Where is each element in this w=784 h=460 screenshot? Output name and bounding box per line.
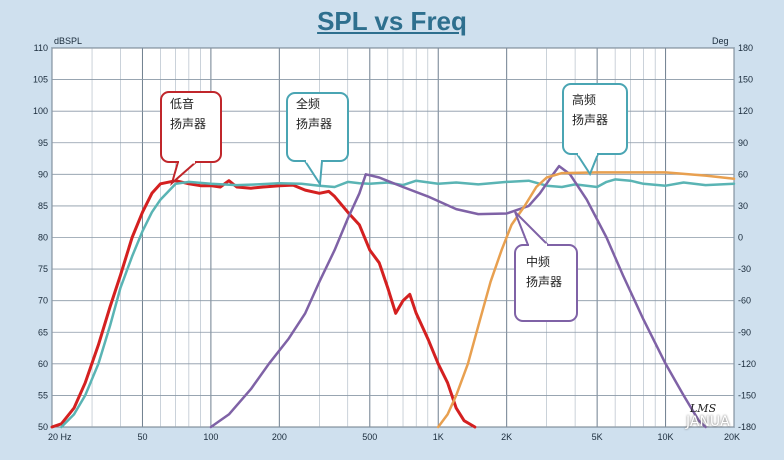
x-tick-label: 10K bbox=[658, 432, 674, 442]
y2-tick-label: 30 bbox=[738, 201, 748, 211]
y-tick-label: 75 bbox=[38, 264, 48, 274]
y-axis-ticks: 50 55 60 65 70 75 80 85 90 95 100 105 110 bbox=[33, 43, 48, 432]
callout-label: 低音 bbox=[170, 96, 194, 111]
x-tick-label: 2K bbox=[501, 432, 512, 442]
y2-tick-label: -180 bbox=[738, 422, 756, 432]
y2-tick-label: 90 bbox=[738, 138, 748, 148]
midrange-curve bbox=[209, 164, 707, 429]
x-tick-label: 100 bbox=[203, 432, 218, 442]
y2-tick-label: 0 bbox=[738, 233, 743, 243]
y-tick-label: 85 bbox=[38, 201, 48, 211]
y-tick-label: 80 bbox=[38, 233, 48, 243]
watermark-text: JANUA bbox=[686, 414, 730, 430]
callout-label: 全频 bbox=[296, 96, 320, 111]
y2-tick-label: -30 bbox=[738, 264, 751, 274]
y-axis-label: dBSPL bbox=[54, 36, 82, 46]
x-tick-label: 20 Hz bbox=[48, 432, 72, 442]
callout-label: 中频 bbox=[526, 254, 550, 269]
watermark-logo: LMS bbox=[690, 402, 717, 415]
callout-label: 扬声器 bbox=[170, 116, 206, 131]
y-tick-label: 60 bbox=[38, 359, 48, 369]
y-tick-label: 70 bbox=[38, 296, 48, 306]
y-tick-label: 90 bbox=[38, 169, 48, 179]
callout-label: 扬声器 bbox=[526, 274, 562, 289]
y2-tick-label: 120 bbox=[738, 106, 753, 116]
x-tick-label: 50 bbox=[137, 432, 147, 442]
woofer-curve bbox=[50, 179, 477, 429]
callout-label: 扬声器 bbox=[572, 112, 608, 127]
y2-tick-label: 150 bbox=[738, 75, 753, 85]
y-tick-label: 65 bbox=[38, 327, 48, 337]
y-tick-label: 105 bbox=[33, 75, 48, 85]
y-tick-label: 50 bbox=[38, 422, 48, 432]
x-tick-label: 500 bbox=[362, 432, 377, 442]
callout-label: 高频 bbox=[572, 92, 596, 107]
y-tick-label: 100 bbox=[33, 106, 48, 116]
chart-title: SPL vs Freq bbox=[317, 6, 467, 36]
y2-tick-label: -60 bbox=[738, 296, 751, 306]
y2-axis-ticks: -180 -150 -120 -90 -60 -30 0 30 60 90 120 150 180 bbox=[738, 43, 756, 432]
fullrange-curve bbox=[60, 178, 736, 429]
y2-axis-label: Deg bbox=[712, 36, 729, 46]
y2-tick-label: -120 bbox=[738, 359, 756, 369]
x-tick-label: 5K bbox=[592, 432, 603, 442]
y2-tick-label: 60 bbox=[738, 169, 748, 179]
y-tick-label: 110 bbox=[34, 43, 48, 53]
x-axis-ticks: 20 Hz 50 100 200 500 1K 2K 5K 10K 20K bbox=[48, 432, 740, 442]
y2-tick-label: -90 bbox=[738, 327, 751, 337]
y-tick-label: 95 bbox=[38, 138, 48, 148]
y2-tick-label: 180 bbox=[738, 43, 753, 53]
x-tick-label: 1K bbox=[433, 432, 444, 442]
callout-label: 扬声器 bbox=[296, 116, 332, 131]
x-tick-label: 20K bbox=[724, 432, 740, 442]
y2-tick-label: -150 bbox=[738, 390, 756, 400]
y-tick-label: 55 bbox=[38, 390, 48, 400]
x-tick-label: 200 bbox=[272, 432, 287, 442]
